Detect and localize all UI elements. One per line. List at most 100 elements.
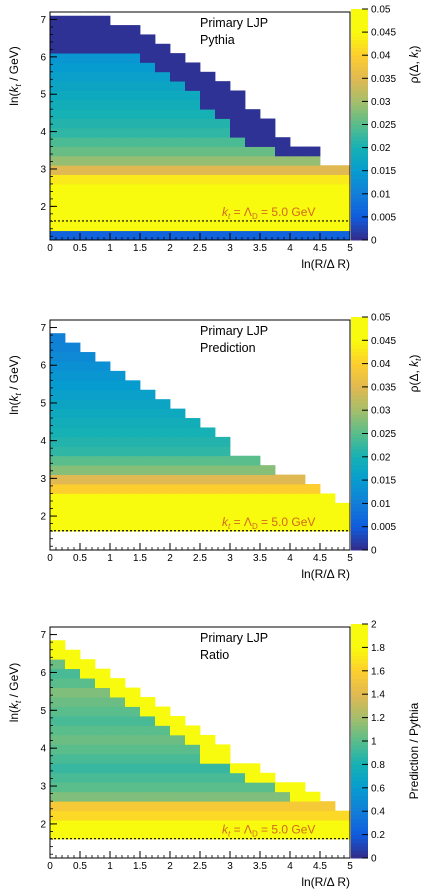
colorbar-segment (351, 189, 368, 195)
heatmap-cell (50, 174, 66, 185)
colorbar-tick-label: 0.04 (371, 359, 391, 370)
heatmap-cell (155, 715, 171, 726)
heatmap-cell (290, 493, 306, 504)
heatmap-cell (290, 502, 306, 513)
colorbar-tick-label: 0.6 (371, 783, 385, 794)
heatmap-cell (155, 810, 171, 821)
heatmap-cell (80, 820, 96, 830)
heatmap-cell (275, 810, 291, 821)
heatmap-cell (260, 465, 276, 475)
heatmap-cell (110, 43, 126, 54)
heatmap-cell (185, 418, 201, 428)
heatmap-cell (110, 137, 126, 147)
heatmap-cell (95, 829, 111, 840)
heatmap-cell (230, 512, 246, 523)
heatmap-cell (125, 829, 141, 840)
heatmap-cell (200, 202, 216, 213)
heatmap-cell (80, 380, 96, 391)
heatmap-cell (140, 744, 156, 755)
heatmap-cell (320, 521, 336, 532)
heatmap-cell (245, 810, 261, 821)
heatmap-cell (95, 512, 111, 523)
heatmap-cell (230, 109, 246, 119)
y-tick-label: 5 (40, 90, 46, 101)
heatmap-cell (140, 202, 156, 213)
heatmap-cell (290, 221, 306, 232)
heatmap-cell (95, 427, 111, 438)
heatmap-cell (215, 137, 231, 147)
colorbar-segment (351, 112, 368, 118)
colorbar-segment (351, 32, 368, 37)
heatmap-cell (95, 763, 111, 774)
heatmap-cell (110, 146, 126, 157)
colorbar-segment (351, 359, 368, 365)
y-tick-label: 7 (40, 630, 46, 641)
heatmap-cell (320, 820, 336, 830)
heatmap-cell (80, 202, 96, 213)
heatmap-cell (245, 165, 261, 175)
heatmap-cell (155, 791, 171, 802)
heatmap-cell (80, 418, 96, 428)
heatmap-cell (65, 668, 81, 679)
heatmap-cell (200, 512, 216, 523)
colorbar-segment (351, 170, 368, 176)
colorbar-segment (351, 66, 368, 72)
colorbar-segment (351, 51, 368, 56)
heatmap-cell (245, 772, 261, 783)
heatmap-cell (125, 211, 141, 222)
colorbar-segment (351, 748, 368, 754)
heatmap-cell (80, 370, 96, 381)
heatmap-cell (170, 62, 186, 73)
heatmap-cell (215, 81, 231, 91)
colorbar-tick-label: 0.8 (371, 760, 385, 771)
heatmap-cell (335, 502, 351, 513)
heatmap-cell (245, 763, 261, 774)
x-tick-label: 2.5 (193, 861, 207, 872)
heatmap-cell (170, 127, 186, 138)
heatmap-cell (215, 118, 231, 129)
heatmap-cell (305, 230, 321, 241)
colorbar-segment (351, 815, 368, 820)
heatmap-cell (140, 706, 156, 717)
heatmap-cell (230, 146, 246, 157)
colorbar-segment (351, 324, 368, 330)
heatmap-cell (200, 502, 216, 513)
heatmap-cell (155, 772, 171, 783)
heatmap-cell (290, 474, 306, 485)
heatmap-cell (305, 521, 321, 532)
heatmap-cell (65, 53, 81, 63)
colorbar-segment (351, 694, 368, 699)
heatmap-cell (290, 146, 306, 157)
heatmap-cell (95, 715, 111, 726)
colorbar-segment (351, 729, 368, 734)
heatmap-cell (50, 137, 66, 147)
heatmap-cell (50, 649, 66, 660)
heatmap-cell (200, 230, 216, 241)
colorbar-tick-label: 1 (371, 737, 377, 748)
colorbar-segment (351, 82, 368, 87)
colorbar-segment (351, 232, 368, 237)
heatmap-cell (275, 484, 291, 494)
heatmap-cell (140, 725, 156, 736)
heatmap-cell (185, 118, 201, 129)
panel-3: 0 0.5 1 1.5 2 2.5 3 3.5 4 4.5 5 2 3 4 5 6 7 ln(R/Δ R) ln(k… (7, 620, 421, 890)
colorbar-label: Prediction / Pythia (407, 702, 421, 799)
heatmap-cell (185, 725, 201, 736)
heatmap-cell (65, 352, 81, 362)
colorbar-segment (351, 631, 368, 637)
heatmap-cell (80, 155, 96, 166)
heatmap-cell (65, 493, 81, 504)
heatmap-cell (110, 810, 126, 821)
heatmap-cell (65, 155, 81, 166)
heatmap-cell (95, 202, 111, 213)
colorbar-segment (351, 659, 368, 664)
colorbar-segment (351, 201, 368, 206)
heatmap-cell (95, 109, 111, 119)
heatmap-cell (140, 521, 156, 532)
heatmap-cell (110, 706, 126, 717)
colorbar-segment (351, 472, 368, 477)
colorbar-segment (351, 826, 368, 832)
colorbar-segment (351, 682, 368, 687)
heatmap-cell (65, 829, 81, 840)
heatmap-cell (110, 90, 126, 101)
